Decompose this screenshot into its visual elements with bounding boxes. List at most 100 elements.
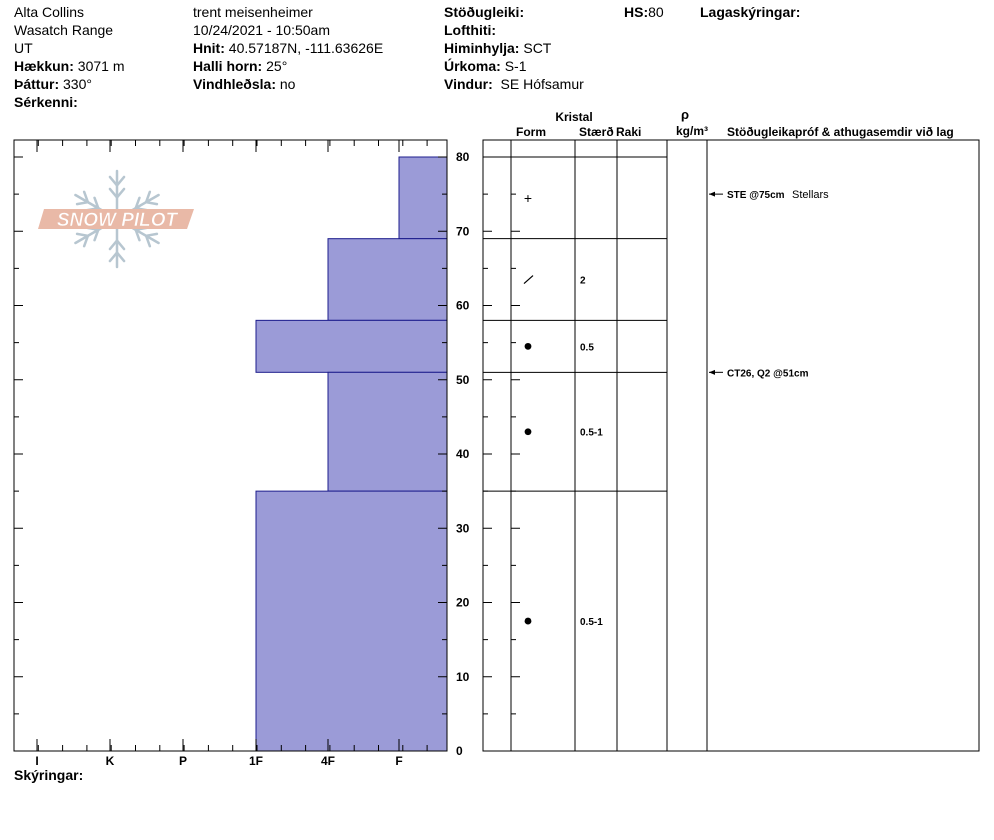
hs: HS:80 xyxy=(624,3,664,21)
sky: Himinhylja: SCT xyxy=(444,39,551,57)
flake-branch xyxy=(82,234,90,248)
test-note: Stellars xyxy=(792,189,829,201)
flake-branch xyxy=(108,239,119,251)
mountain-range: Wasatch Range xyxy=(14,22,114,38)
state: UT xyxy=(14,40,33,56)
logo-banner xyxy=(38,209,194,229)
col-tests: Stöðugleikapróf & athugasemdir við lag xyxy=(727,125,954,139)
notes-label: Skýringar: xyxy=(14,767,84,783)
hs-label: HS: xyxy=(624,4,649,20)
flake-branch xyxy=(82,190,90,204)
depth-tick-label: 0 xyxy=(456,744,463,758)
hardness-bar-4 xyxy=(327,371,448,492)
hardness-tick-label: K xyxy=(106,754,115,768)
snowpilot-logo: SNOW PILOT xyxy=(38,169,194,269)
hardness-tick-label: 4F xyxy=(321,754,335,768)
depth-tick-label: 60 xyxy=(456,299,470,313)
layer-cells: +2 0.5 0.5-1 0.5-1 xyxy=(523,190,603,628)
depth-tick-label: 80 xyxy=(456,150,470,164)
depth-tick-label: 70 xyxy=(456,224,470,238)
stability-label: Stöðugleiki: xyxy=(444,4,525,20)
hardness-bars xyxy=(255,156,448,752)
flake-branch xyxy=(108,187,119,199)
observer: trent meisenheimer xyxy=(193,4,313,20)
flake-branch xyxy=(144,200,159,206)
slope: Halli horn: 25° xyxy=(193,57,287,75)
hardness-tick-label: F xyxy=(395,754,402,768)
precipitation: Úrkoma: S-1 xyxy=(444,57,526,75)
depth-tick-label: 50 xyxy=(456,373,470,387)
depth-axis: 0 10 20 30 40 50 60 70 80 xyxy=(14,150,470,758)
hardness-bar-5 xyxy=(255,490,448,752)
flake-branch xyxy=(93,196,100,210)
layer-boundaries xyxy=(483,156,667,492)
col-form: Form xyxy=(516,125,546,139)
flake-branch xyxy=(115,187,126,199)
flake-branch xyxy=(75,200,90,206)
wind-value: SE Hófsamur xyxy=(500,76,584,92)
coords-value: 40.57187N, -111.63626E xyxy=(228,40,384,56)
precip-label: Úrkoma: xyxy=(444,58,501,74)
hardness-tick-label: 1F xyxy=(249,754,263,768)
flake-branch xyxy=(75,232,90,238)
wind: Vindur: SE Hófsamur xyxy=(444,75,584,93)
flake-branch xyxy=(144,232,159,238)
slope-label: Halli horn: xyxy=(193,58,263,74)
location-name: Alta Collins xyxy=(14,4,85,20)
elevation: Hækkun: 3071 m xyxy=(14,57,125,75)
hardness-plot-frame xyxy=(13,139,448,752)
hardness-bar-1 xyxy=(398,156,448,240)
grain-new-snow-icon: + xyxy=(524,190,532,206)
wind-loading: Vindhleðsla: no xyxy=(193,75,295,93)
depth-tick-label: 40 xyxy=(456,447,470,461)
layer-notes-label: Lagaskýringar: xyxy=(700,4,801,20)
elevation-value: 3071 m xyxy=(77,58,125,74)
grain-size-label: 0.5-1 xyxy=(580,428,603,439)
sky-value: SCT xyxy=(523,40,552,56)
layer-table-ticks xyxy=(483,156,520,752)
test-label: CT26, Q2 @51cm xyxy=(727,368,809,379)
hardness-bar-3 xyxy=(255,319,448,373)
elevation-label: Hækkun: xyxy=(14,58,74,74)
depth-tick-label: 30 xyxy=(456,521,470,535)
air-temp-label: Lofthiti: xyxy=(444,22,497,38)
aspect-label: Þáttur: xyxy=(14,76,60,92)
coords-label: Hnit: xyxy=(193,40,225,56)
test-label: STE @75cm xyxy=(727,190,785,201)
grain-decomposed-icon xyxy=(523,275,534,284)
col-moisture: Raki xyxy=(616,125,641,139)
hardness-bar-2 xyxy=(327,238,448,321)
grain-size-label: 0.5-1 xyxy=(580,617,603,628)
aspect: Þáttur: 330° xyxy=(14,75,92,93)
wind-loading-label: Vindhleðsla: xyxy=(193,76,276,92)
layer-table-frame xyxy=(482,139,980,752)
depth-tick-label: 20 xyxy=(456,596,470,610)
grain-size-label: 2 xyxy=(580,276,586,287)
col-size: Stærð xyxy=(579,125,614,139)
test-arrow-head xyxy=(709,369,715,375)
grain-round-icon xyxy=(524,342,532,350)
grain-round-icon xyxy=(524,428,532,436)
depth-tick-label: 10 xyxy=(456,670,470,684)
flake-branch xyxy=(134,228,141,242)
stability-tests: STE @75cm Stellars CT26, Q2 @51cm xyxy=(709,189,829,379)
datetime: 10/24/2021 - 10:50am xyxy=(193,22,330,38)
features-label: Sérkenni: xyxy=(14,94,78,110)
flake-branch xyxy=(108,175,119,187)
flake-branch xyxy=(108,251,119,263)
logo-text: SNOW PILOT xyxy=(57,210,179,231)
hs-value: 80 xyxy=(648,4,664,20)
precip-value: S-1 xyxy=(504,58,527,74)
aspect-value: 330° xyxy=(63,76,92,92)
flake-branch xyxy=(144,190,152,204)
hardness-tick-label: I xyxy=(35,754,38,768)
slope-value: 25° xyxy=(266,58,288,74)
hardness-axis: I K P 1F 4F F xyxy=(13,140,428,768)
flake-branch xyxy=(144,234,152,248)
coordinates: Hnit: 40.57187N, -111.63626E xyxy=(193,39,383,57)
grain-size-label: 0.5 xyxy=(580,342,594,353)
col-rho: ρ xyxy=(681,107,689,122)
flake-branch xyxy=(134,196,141,210)
wind-label: Vindur: xyxy=(444,76,493,92)
